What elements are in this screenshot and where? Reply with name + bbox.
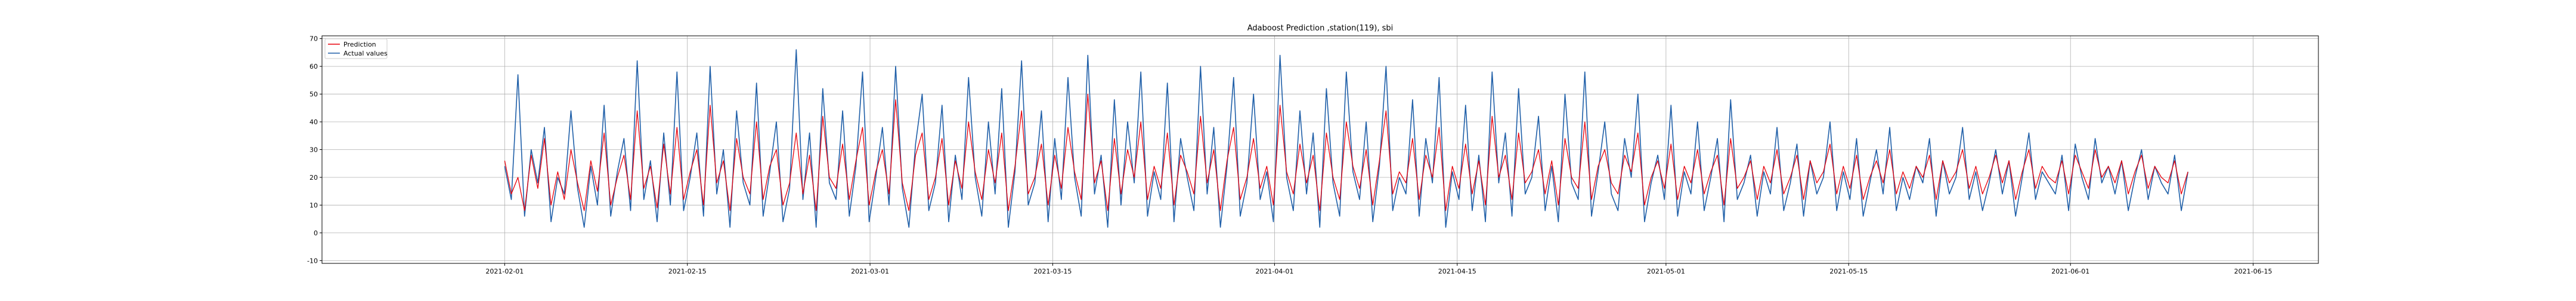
series-lines bbox=[504, 49, 2188, 228]
y-tick-label: 60 bbox=[309, 63, 318, 70]
x-tick-label: 2021-04-01 bbox=[1255, 268, 1293, 275]
y-tick-label: 50 bbox=[309, 91, 318, 99]
x-tick-label: 2021-03-15 bbox=[1033, 268, 1072, 275]
x-tick-label: 2021-02-15 bbox=[668, 268, 707, 275]
x-tick-label: 2021-05-15 bbox=[1829, 268, 1868, 275]
chart-title: Adaboost Prediction ,station(119), sbi bbox=[1247, 24, 1394, 33]
y-tick-label: 40 bbox=[309, 118, 318, 126]
y-tick-label: -10 bbox=[307, 257, 318, 265]
legend-label-prediction: Prediction bbox=[343, 41, 376, 48]
x-axis: 2021-02-01 2021-02-15 2021-03-01 2021-03-15… bbox=[485, 263, 2272, 275]
x-tick-label: 2021-06-15 bbox=[2234, 268, 2272, 275]
series-line-actual-values bbox=[504, 49, 2188, 228]
legend-label-actual: Actual values bbox=[343, 50, 388, 57]
x-tick-label: 2021-04-15 bbox=[1438, 268, 1476, 275]
y-tick-label: 70 bbox=[309, 35, 318, 43]
x-tick-label: 2021-03-01 bbox=[851, 268, 889, 275]
x-tick-label: 2021-05-01 bbox=[1647, 268, 1685, 275]
y-tick-label: 0 bbox=[314, 229, 318, 237]
legend-box bbox=[324, 38, 388, 59]
y-axis: -10 0 10 20 30 40 50 60 70 bbox=[307, 35, 322, 265]
y-tick-label: 10 bbox=[309, 201, 318, 209]
y-tick-label: 30 bbox=[309, 146, 318, 154]
series-line-prediction bbox=[504, 93, 2188, 211]
legend: Prediction Actual values bbox=[324, 38, 388, 59]
x-tick-label: 2021-02-01 bbox=[485, 268, 524, 275]
y-tick-label: 20 bbox=[309, 174, 318, 182]
x-tick-label: 2021-06-01 bbox=[2051, 268, 2089, 275]
